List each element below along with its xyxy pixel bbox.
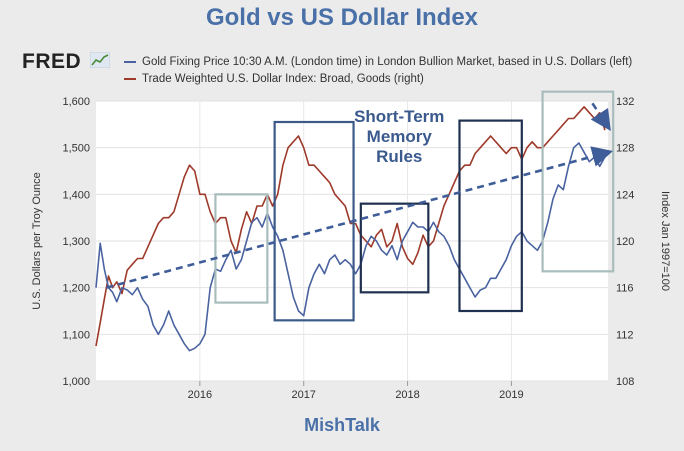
left-tick-label: 1,500 xyxy=(62,143,90,155)
right-tick-label: 112 xyxy=(616,329,634,341)
legend-swatch-dollar xyxy=(124,77,136,80)
left-axis-title: U.S. Dollars per Troy Ounce xyxy=(31,172,43,310)
annotation-line: Short-Term xyxy=(354,107,444,126)
right-axis-ticks: 108 112 116 120 124 128 132 xyxy=(616,96,634,388)
annotation-line: Memory xyxy=(367,127,433,146)
legend-label-dollar: Trade Weighted U.S. Dollar Index: Broad,… xyxy=(142,72,424,85)
fred-logo-text: FRED xyxy=(22,50,82,73)
fred-graph-icon xyxy=(89,50,110,74)
right-tick-label: 124 xyxy=(616,189,634,201)
left-tick-label: 1,200 xyxy=(62,283,90,295)
series-layer xyxy=(95,106,606,352)
left-axis-ticks: 1,000 1,100 1,200 1,300 1,400 1,500 1,600 xyxy=(62,96,90,388)
left-tick-label: 1,300 xyxy=(62,236,90,248)
series-line-dollar xyxy=(95,106,606,347)
highlight-boxes xyxy=(214,90,615,322)
x-tick-label: 2019 xyxy=(499,389,523,401)
left-tick-label: 1,000 xyxy=(62,376,90,388)
x-tick-label: 2016 xyxy=(188,389,212,401)
highlight-box-3 xyxy=(359,202,430,294)
annotation-line: Rules xyxy=(376,147,422,166)
right-tick-label: 108 xyxy=(616,376,634,388)
left-tick-label: 1,400 xyxy=(62,189,90,201)
trend-arrow-1 xyxy=(106,146,614,289)
right-tick-label: 128 xyxy=(616,143,634,155)
trend-arrow-2 xyxy=(590,102,611,131)
highlight-box-4 xyxy=(458,119,523,313)
right-axis-title: Index Jan 1997=100 xyxy=(659,191,671,291)
left-tick-label: 1,100 xyxy=(62,329,90,341)
footer-credit: MishTalk xyxy=(304,415,380,435)
legend-label-gold: Gold Fixing Price 10:30 A.M. (London tim… xyxy=(142,55,633,68)
x-tick-label: 2018 xyxy=(395,389,419,401)
legend-item-gold: Gold Fixing Price 10:30 A.M. (London tim… xyxy=(124,53,632,70)
trend-arrows xyxy=(106,102,614,289)
x-tick-label: 2017 xyxy=(291,389,315,401)
legend-swatch-gold xyxy=(124,60,136,63)
right-tick-label: 116 xyxy=(616,283,634,295)
chart-legend: Gold Fixing Price 10:30 A.M. (London tim… xyxy=(124,53,632,87)
legend-item-dollar: Trade Weighted U.S. Dollar Index: Broad,… xyxy=(124,70,632,87)
highlight-box-1 xyxy=(214,193,269,304)
series-line-gold xyxy=(95,142,606,352)
right-tick-label: 120 xyxy=(616,236,634,248)
highlight-box-5 xyxy=(541,90,615,273)
chart-title: Gold vs US Dollar Index xyxy=(205,4,479,31)
right-tick-label: 132 xyxy=(616,96,634,108)
fred-logo: FRED xyxy=(22,50,110,74)
left-tick-label: 1,600 xyxy=(62,96,90,108)
x-axis-ticks: 2016 2017 2018 2019 xyxy=(188,381,524,401)
